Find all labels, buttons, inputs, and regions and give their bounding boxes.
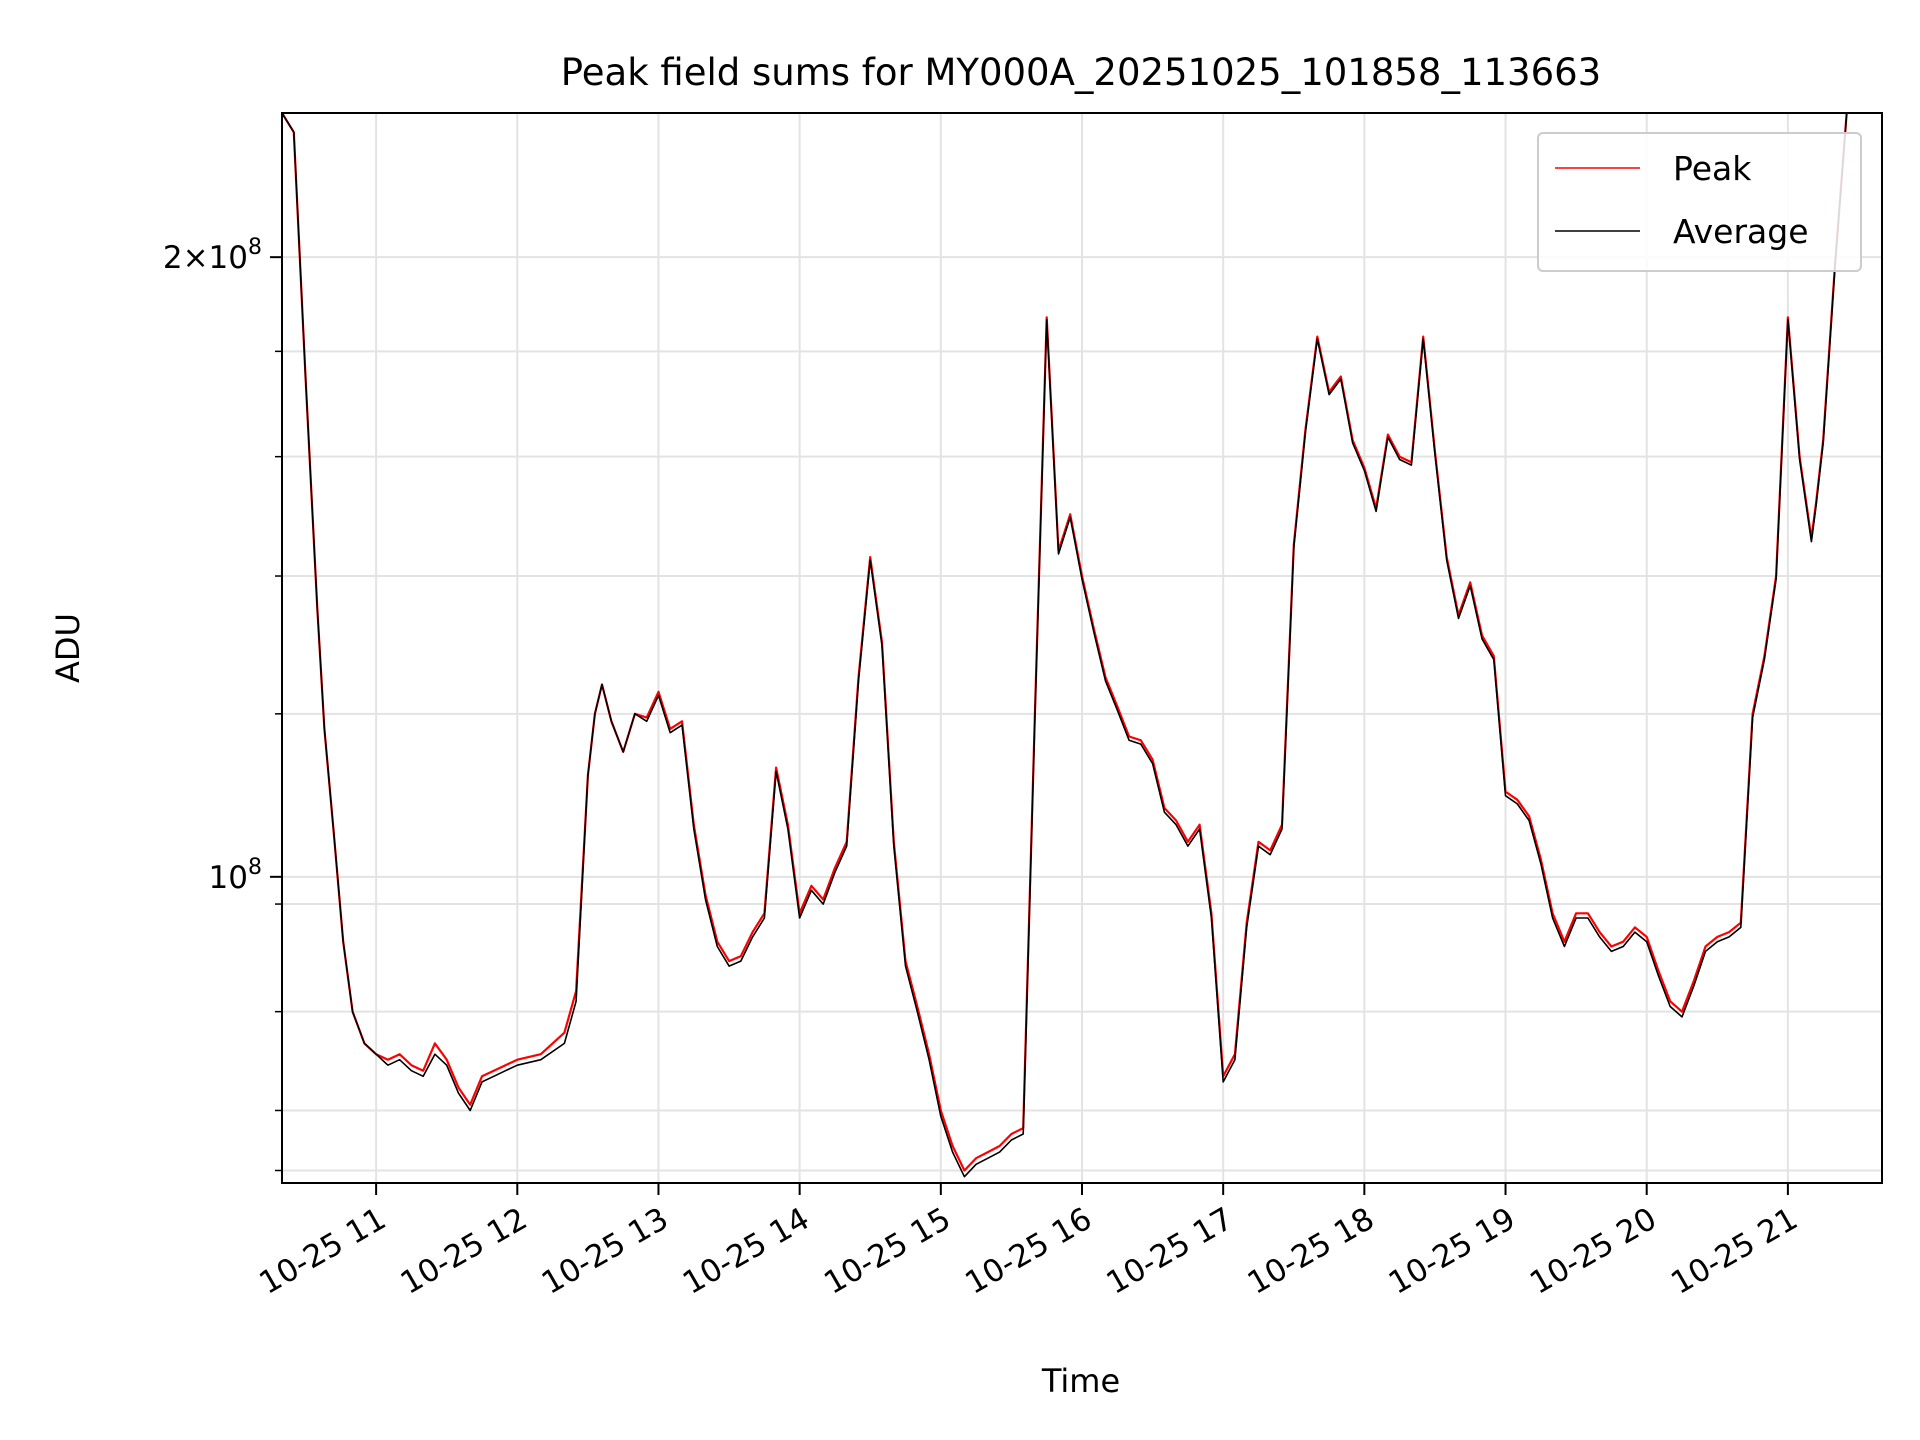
- y-tick-label-1: 2×108: [163, 235, 262, 276]
- legend-label-peak: Peak: [1673, 149, 1752, 188]
- legend-label-average: Average: [1673, 212, 1809, 251]
- series-line-average: [282, 113, 1848, 1178]
- plot-area: [282, 113, 1848, 1178]
- x-axis-label: Time: [1041, 1362, 1120, 1400]
- y-axis: 108 2×108: [163, 235, 282, 1172]
- y-axis-label: ADU: [49, 613, 87, 683]
- y-tick-label-0: 108: [209, 855, 262, 896]
- legend: Peak Average: [1537, 132, 1862, 272]
- series-line-peak: [282, 113, 1848, 1172]
- grid: [282, 113, 1882, 1183]
- chart-title: Peak field sums for MY000A_20251025_1018…: [561, 51, 1601, 94]
